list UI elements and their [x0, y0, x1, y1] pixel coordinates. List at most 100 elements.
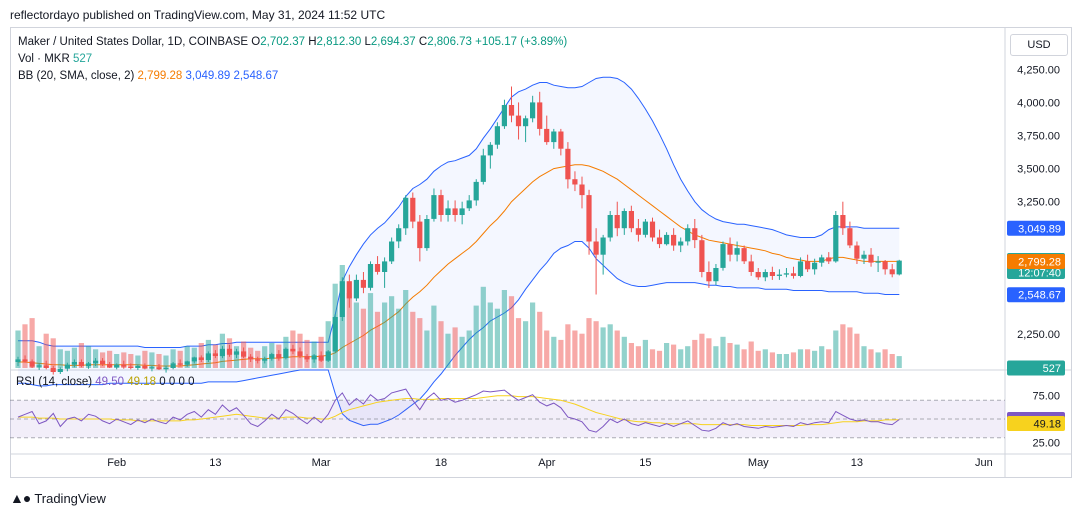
rsi-extra-3: 0	[178, 376, 185, 388]
candle-body	[318, 355, 324, 361]
rsi-ma-value: 49.18	[127, 376, 157, 388]
candle-body	[875, 261, 881, 263]
volume-bar	[868, 349, 874, 368]
volume-bar	[706, 338, 712, 368]
candle-body	[128, 366, 134, 368]
candle-body	[417, 221, 423, 249]
volume-bar	[805, 349, 811, 368]
bb-legend[interactable]: BB (20, SMA, close, 2) 2,799.28 3,049.89…	[18, 70, 278, 82]
price-badge	[1007, 287, 1065, 303]
price-badge	[1007, 360, 1065, 376]
candle-body	[480, 155, 486, 182]
rsi-badge	[1007, 416, 1065, 431]
volume-bar	[628, 343, 634, 368]
volume-bar	[184, 346, 190, 368]
candle-body	[861, 254, 867, 259]
volume-label: Vol · MKR	[18, 53, 70, 65]
candle-body	[805, 261, 811, 270]
volume-bar	[501, 290, 507, 368]
candle-body	[572, 179, 578, 185]
candle-body	[812, 262, 818, 270]
candle-body	[445, 208, 451, 215]
candle-body	[649, 221, 656, 238]
price-badge-label: 2,548.67	[1018, 290, 1061, 302]
price-tick-label: 4,250.00	[1017, 64, 1060, 76]
volume-bar	[530, 302, 536, 368]
rsi-label: RSI (14, close)	[16, 376, 93, 388]
candle-body	[593, 241, 599, 255]
candle-body	[678, 241, 684, 246]
volume-bar	[360, 308, 366, 368]
candle-body	[692, 228, 698, 241]
candle-body	[78, 362, 84, 366]
candle-body	[156, 367, 162, 370]
volume-legend[interactable]: Vol · MKR 527	[18, 53, 92, 65]
volume-bar	[466, 330, 472, 368]
volume-bar	[875, 352, 881, 368]
price-badge-label: 2,799.28	[1018, 257, 1061, 269]
rsi-legend[interactable]: RSI (14, close) 49.50 49.18 0 0 0 0	[16, 376, 194, 388]
volume-bar	[896, 356, 902, 368]
volume-bar	[346, 293, 352, 368]
candle-body	[226, 348, 233, 355]
currency-button[interactable]: USD	[1010, 34, 1068, 56]
rsi-tick-label: 25.00	[1032, 437, 1060, 449]
volume-bar	[85, 346, 92, 368]
volume-bar	[635, 346, 641, 368]
close-label: C	[418, 36, 428, 48]
volume-bar	[149, 352, 155, 368]
symbol-name[interactable]: Maker / United States Dollar, 1D, COINBA…	[18, 36, 249, 48]
candle-body	[353, 279, 359, 299]
candle-body	[833, 215, 839, 262]
candle-body	[664, 234, 670, 245]
candle-body	[219, 348, 225, 357]
high-value: 2,812.30	[316, 36, 362, 48]
candle-body	[776, 274, 782, 276]
candle-body	[854, 245, 860, 259]
candle-body	[396, 228, 402, 242]
rsi-extra-2: 0	[168, 376, 176, 388]
candle-body	[43, 365, 49, 368]
candle-body	[205, 353, 211, 360]
volume-bar	[353, 302, 359, 368]
candle-body	[212, 353, 218, 356]
volume-bar	[410, 311, 416, 368]
bb-lower-line	[18, 241, 900, 427]
candle-body	[121, 364, 127, 367]
candle-body	[614, 215, 620, 229]
candle-body	[339, 281, 345, 317]
volume-bar	[572, 330, 578, 368]
volume-value: 527	[72, 53, 93, 65]
volume-bar	[445, 333, 451, 368]
time-tick-label: 18	[435, 457, 447, 469]
publisher-line: reflectordayo published on TradingView.c…	[10, 8, 386, 22]
candle-body	[727, 244, 733, 255]
volume-bar	[515, 318, 522, 368]
volume-bar	[783, 354, 789, 368]
volume-bar	[685, 346, 691, 368]
candle-body	[325, 351, 331, 361]
candle-body	[523, 118, 529, 127]
candle-body	[311, 355, 317, 360]
candle-body	[248, 356, 254, 360]
volume-bar	[78, 343, 84, 368]
volume-bar	[819, 346, 825, 368]
candle-body	[826, 257, 832, 262]
volume-bar	[71, 347, 77, 368]
candle-body	[515, 115, 522, 127]
candle-body	[607, 215, 613, 238]
time-tick-label: May	[748, 457, 769, 469]
volume-bar	[15, 330, 21, 368]
candle-body	[840, 215, 846, 229]
price-tick-label: 2,250.00	[1017, 329, 1060, 341]
countdown-label: 12:07:40	[1018, 268, 1061, 280]
candle-body	[473, 181, 479, 201]
chart-frame[interactable]	[10, 27, 1072, 478]
tradingview-logo[interactable]: ▲● TradingView	[10, 490, 106, 506]
candle-body	[149, 367, 155, 369]
candle-body	[600, 237, 606, 255]
symbol-legend: Maker / United States Dollar, 1D, COINBA…	[18, 36, 567, 48]
tradingview-brand: TradingView	[34, 490, 106, 506]
rsi-extra-4: 0	[188, 376, 195, 388]
